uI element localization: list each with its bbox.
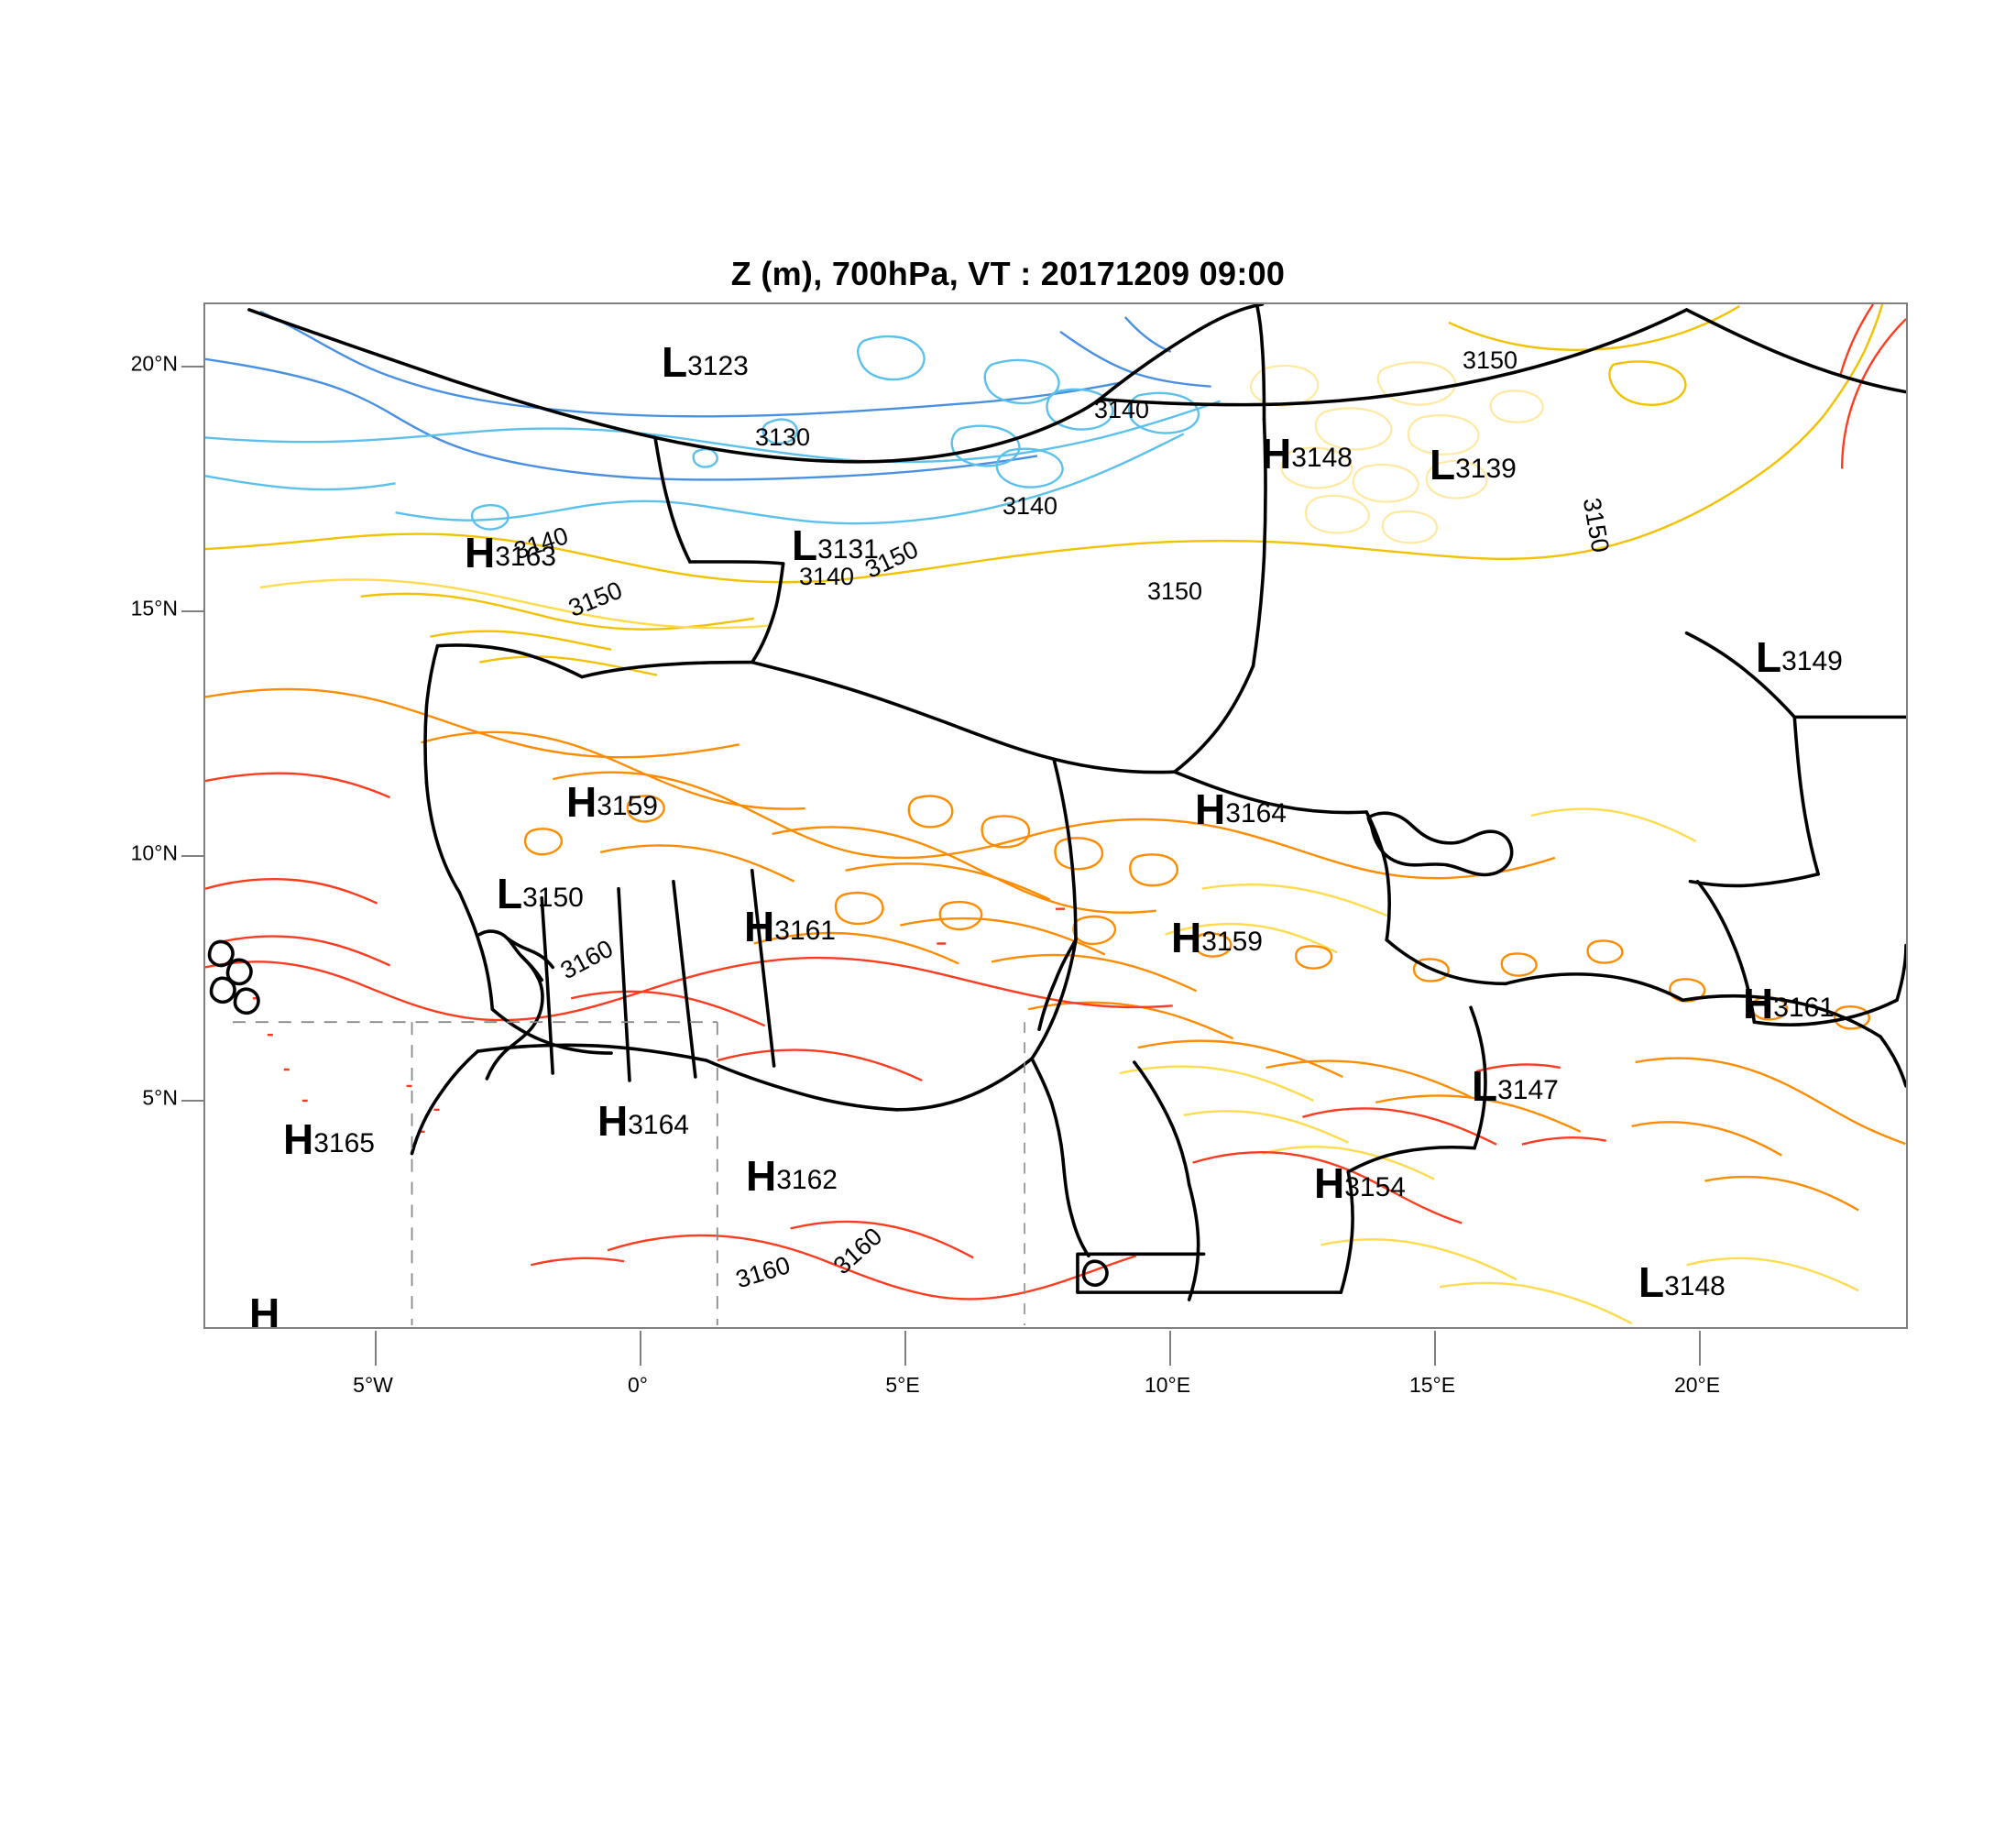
extremum-value: 3123 — [687, 351, 749, 381]
extremum-H-3154: H3154 — [1314, 1162, 1406, 1204]
y-tick-20N — [181, 366, 205, 368]
extremum-type-H: H — [249, 1292, 280, 1327]
extremum-type-H: H — [744, 903, 775, 950]
extremum-type-H: H — [746, 1152, 777, 1200]
x-axis-label-0: 0° — [628, 1373, 648, 1397]
extremum-H-clipped-bottomleft: H — [249, 1292, 279, 1327]
coastline-and-borders — [207, 304, 1906, 1301]
contour-group-3160 — [205, 687, 1906, 1212]
extremum-H-3161-car: H3161 — [1743, 982, 1835, 1025]
extremum-H-3164-chad: H3164 — [1195, 788, 1287, 830]
contour-label-3130: 3130 — [755, 423, 811, 451]
y-axis-label-15N: 15°N — [130, 596, 178, 620]
extremum-L-3131: L3131 — [792, 524, 879, 566]
extremum-value: 3161 — [1773, 993, 1835, 1023]
extremum-type-L: L — [497, 870, 523, 917]
extremum-type-H: H — [1261, 430, 1292, 477]
extremum-value: 3164 — [1225, 798, 1287, 829]
extremum-type-L: L — [1756, 633, 1782, 681]
extremum-L-3139: L3139 — [1430, 444, 1517, 486]
map-plot-area: 3130 3140 3140 3140 3140 3150 3150 3150 … — [181, 302, 1908, 1366]
extremum-value: 3154 — [1344, 1172, 1406, 1202]
y-axis-label-20N: 20°N — [130, 351, 178, 376]
extremum-L-3148: L3148 — [1638, 1261, 1726, 1303]
y-axis-label-5N: 5°N — [142, 1085, 178, 1110]
extremum-value: 3150 — [522, 883, 584, 913]
x-tick-5W — [375, 1331, 377, 1366]
x-axis-label-5W: 5°W — [353, 1373, 393, 1397]
extremum-value: 3139 — [1455, 454, 1517, 484]
extremum-H-3163: H3163 — [465, 532, 556, 574]
extremum-value: 3161 — [774, 916, 836, 946]
extremum-type-H: H — [1195, 785, 1226, 833]
extremum-value: 3165 — [313, 1128, 375, 1158]
extremum-H-3161-nigeria: H3161 — [744, 906, 836, 948]
extremum-type-L: L — [792, 521, 818, 569]
contour-group-3130 — [205, 310, 1211, 481]
contour-group-3165 — [205, 304, 1906, 1301]
extremum-value: 3159 — [597, 791, 658, 821]
y-axis-label-10N: 10°N — [130, 840, 178, 865]
extremum-type-L: L — [1472, 1062, 1498, 1110]
extremum-value: 3131 — [817, 534, 879, 565]
extremum-value: 3147 — [1497, 1075, 1559, 1105]
x-tick-5E — [904, 1331, 906, 1366]
extremum-L-3149: L3149 — [1756, 636, 1843, 678]
x-tick-10E — [1169, 1331, 1171, 1366]
extremum-value: 3159 — [1201, 927, 1263, 957]
extremum-value: 3148 — [1291, 443, 1353, 473]
extremum-type-H: H — [566, 778, 597, 826]
contour-label-3140-b: 3140 — [1003, 492, 1058, 520]
page-title: Z (m), 700hPa, VT : 20171209 09:00 — [730, 255, 1286, 292]
extremum-value: 3149 — [1781, 646, 1843, 676]
x-tick-15E — [1434, 1331, 1436, 1366]
extremum-H-3148: H3148 — [1261, 433, 1353, 475]
extremum-H-3165: H3165 — [283, 1118, 375, 1160]
extremum-value: 3162 — [776, 1165, 838, 1195]
extremum-H-3162: H3162 — [746, 1155, 838, 1197]
extremum-type-L: L — [1638, 1258, 1665, 1306]
contour-label-3140-d: 3140 — [799, 563, 855, 590]
extremum-value: 3163 — [495, 542, 556, 572]
x-axis-label-10E: 10°E — [1144, 1373, 1191, 1397]
y-tick-5N — [181, 1100, 205, 1102]
contour-group-3140 — [205, 335, 1222, 531]
contour-label-3140-a: 3140 — [1094, 396, 1150, 423]
x-axis-label-15E: 15°E — [1408, 1373, 1456, 1397]
x-axis-label-5E: 5°E — [885, 1373, 920, 1397]
dashed-graticule — [232, 1021, 718, 1326]
contour-label-3150-a: 3150 — [1463, 346, 1518, 374]
extremum-H-3164-benin: H3164 — [597, 1100, 689, 1142]
contour-group-3155 — [259, 578, 1859, 1325]
contour-label-3150-e: 3150 — [1147, 577, 1203, 605]
extremum-H-3159-cameroon: H3159 — [1171, 916, 1263, 959]
extremum-L-3147: L3147 — [1472, 1065, 1559, 1107]
y-tick-15N — [181, 610, 205, 612]
contour-group-3150 — [205, 304, 1884, 676]
extremum-L-3123: L3123 — [662, 341, 749, 383]
extremum-type-H: H — [597, 1097, 629, 1145]
extremum-H-3159-west: H3159 — [566, 781, 658, 823]
extremum-L-3150: L3150 — [497, 873, 584, 915]
contour-map-svg — [205, 304, 1906, 1326]
extremum-type-L: L — [662, 338, 688, 386]
x-axis-label-20E: 20°E — [1673, 1373, 1721, 1397]
extremum-type-H: H — [283, 1115, 314, 1163]
extremum-type-H: H — [1171, 914, 1202, 961]
extremum-value: 3148 — [1664, 1271, 1726, 1301]
x-tick-0 — [640, 1331, 641, 1366]
extremum-value: 3164 — [628, 1110, 689, 1140]
x-tick-20E — [1699, 1331, 1701, 1366]
extremum-type-H: H — [1314, 1159, 1345, 1207]
extremum-type-H: H — [465, 529, 496, 576]
extremum-type-L: L — [1430, 441, 1456, 488]
extremum-type-H: H — [1743, 980, 1774, 1027]
y-tick-10N — [181, 855, 205, 857]
